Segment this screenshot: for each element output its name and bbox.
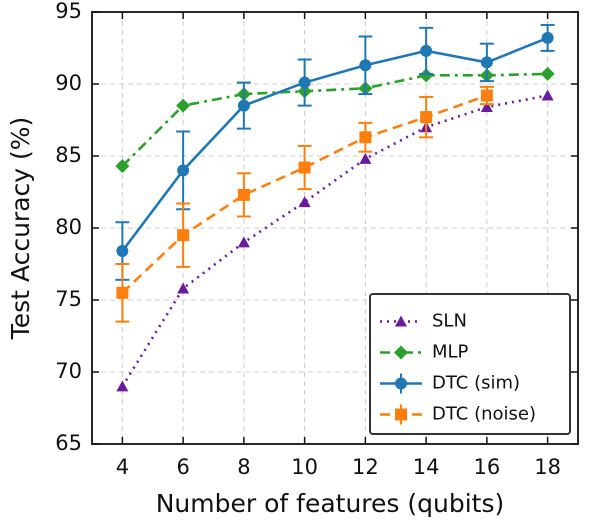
marker bbox=[480, 56, 493, 69]
x-tick-label: 12 bbox=[352, 455, 379, 479]
marker bbox=[176, 98, 191, 113]
legend-label: SLN bbox=[432, 311, 467, 332]
marker bbox=[420, 44, 433, 57]
marker bbox=[115, 159, 130, 174]
marker bbox=[394, 345, 408, 360]
plot-frame bbox=[91, 11, 579, 445]
marker bbox=[419, 68, 434, 83]
marker bbox=[541, 89, 554, 101]
marker bbox=[237, 99, 250, 112]
marker bbox=[359, 152, 372, 164]
legend-label: MLP bbox=[432, 342, 469, 363]
y-tick-label: 65 bbox=[55, 431, 82, 455]
marker bbox=[177, 282, 190, 294]
y-tick-label: 85 bbox=[55, 143, 82, 167]
x-tick-label: 6 bbox=[176, 455, 189, 479]
y-tick-label: 75 bbox=[55, 287, 82, 311]
marker bbox=[177, 164, 190, 177]
marker bbox=[395, 377, 407, 390]
series-line bbox=[121, 72, 548, 168]
marker bbox=[480, 89, 493, 102]
marker bbox=[298, 161, 311, 174]
marker bbox=[540, 66, 555, 81]
marker bbox=[359, 131, 372, 144]
marker bbox=[237, 188, 250, 201]
x-tick-label: 14 bbox=[413, 455, 440, 479]
marker bbox=[177, 229, 190, 242]
x-tick-label: 4 bbox=[116, 455, 129, 479]
marker bbox=[541, 31, 554, 44]
legend-label: DTC (sim) bbox=[432, 373, 520, 394]
y-axis-label: Test Accuracy (%) bbox=[6, 117, 35, 341]
x-tick-label: 10 bbox=[291, 455, 318, 479]
y-tick-label: 70 bbox=[55, 359, 82, 383]
series-line bbox=[121, 94, 548, 388]
marker bbox=[116, 245, 129, 258]
x-tick-label: 16 bbox=[474, 455, 501, 479]
y-tick-label: 90 bbox=[55, 71, 82, 95]
x-axis-label: Number of features (qubits) bbox=[156, 489, 505, 518]
marker bbox=[420, 111, 433, 124]
marker bbox=[480, 101, 493, 113]
marker bbox=[116, 380, 129, 392]
marker bbox=[116, 286, 129, 299]
marker bbox=[395, 315, 407, 327]
y-tick-label: 80 bbox=[55, 215, 82, 239]
x-tick-label: 8 bbox=[237, 455, 250, 479]
marker bbox=[237, 236, 250, 248]
marker bbox=[359, 59, 372, 72]
marker bbox=[298, 76, 311, 89]
legend-label: DTC (noise) bbox=[432, 404, 536, 425]
x-tick-label: 18 bbox=[534, 455, 561, 479]
marker bbox=[298, 196, 311, 208]
legend-box bbox=[369, 293, 571, 435]
marker bbox=[395, 408, 407, 421]
y-tick-label: 95 bbox=[55, 0, 82, 23]
series-line bbox=[121, 36, 549, 252]
